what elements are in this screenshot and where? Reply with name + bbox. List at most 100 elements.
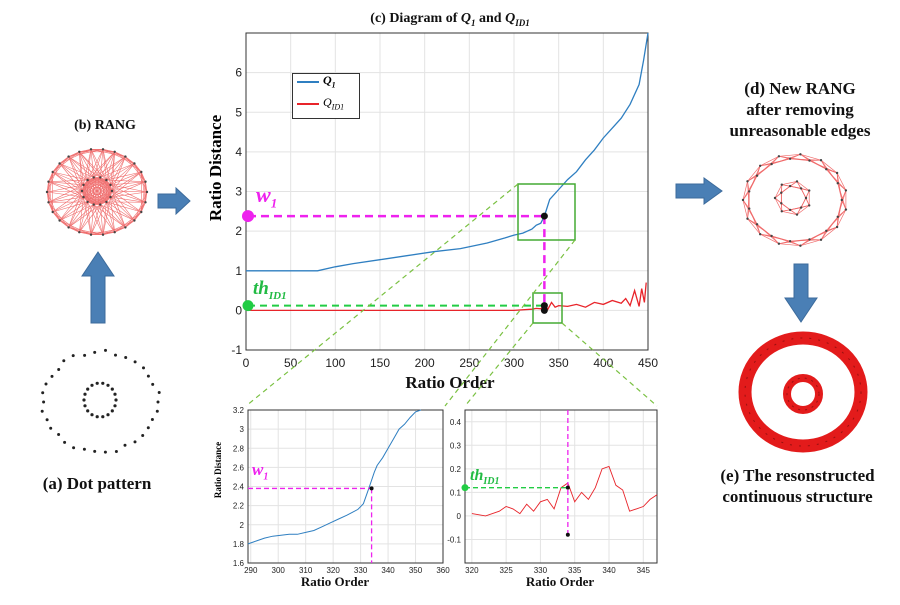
new-rang-node: [755, 223, 759, 226]
new-rang-edge: [774, 184, 783, 199]
new-rang-node: [799, 244, 802, 247]
main-chart-legend: wQ1 QID1: [292, 73, 360, 119]
rang-node: [105, 200, 108, 204]
new-rang-edge: [774, 197, 782, 204]
sub-1-marker: [369, 486, 374, 491]
rang-edge: [93, 177, 111, 186]
dot: [114, 450, 118, 453]
new-rang-edge: [820, 230, 827, 240]
sub-chart-2-xtick-3: 335: [568, 566, 582, 575]
caption-a: (a) Dot pattern: [42, 474, 152, 493]
new-rang-edge: [809, 160, 838, 174]
rang-node: [92, 176, 95, 179]
main-chart-xlabel: Ratio Order: [405, 373, 495, 392]
caption-e-line1: (e) The resonstructed: [720, 466, 875, 485]
dot: [40, 409, 44, 413]
new-rang-node: [780, 183, 783, 186]
rang-edge: [59, 204, 94, 221]
new-rang-edge: [789, 153, 801, 160]
rang-edge: [110, 196, 146, 203]
main-chart-xtick-5: 250: [459, 356, 479, 370]
rang-edge: [87, 179, 111, 186]
main-chart-ytick-1: 0: [235, 303, 242, 317]
rang-edge: [68, 204, 94, 228]
rang-edge: [93, 204, 115, 233]
rang-edge: [110, 196, 126, 228]
rang-edge: [111, 163, 135, 192]
dot: [146, 374, 150, 378]
rang-node: [133, 162, 136, 165]
rang-edge: [48, 181, 83, 192]
rang-node: [133, 219, 136, 222]
new-rang-node: [746, 180, 749, 183]
rang-edge: [81, 179, 88, 192]
rang-edge: [79, 197, 84, 233]
new-rang-edge: [800, 239, 822, 247]
sub-2-marker-1: [565, 532, 570, 537]
caption-d-line1: (d) New RANG: [744, 79, 856, 98]
arrow-right-icon: [157, 186, 191, 216]
rang-edge: [93, 156, 126, 178]
dot: [57, 368, 61, 371]
rang-edge: [83, 177, 94, 198]
dot: [106, 383, 110, 387]
rang-edge: [87, 149, 92, 181]
sub-chart-1-series-q1: [247, 409, 422, 545]
rang-edge: [110, 184, 148, 193]
rang-node: [109, 183, 112, 187]
new-rang-edge: [820, 159, 838, 174]
sub-chart-2-xlabel: Ratio Order: [525, 574, 595, 589]
rang-node: [78, 231, 81, 234]
rang-edge: [106, 151, 115, 181]
new-rang-node: [835, 225, 839, 229]
sub-chart-1-frame: [247, 409, 444, 564]
th-label: thID1: [253, 278, 287, 302]
dot: [41, 391, 45, 395]
new-rang-node: [773, 196, 777, 200]
new-rang-node: [840, 198, 843, 202]
main-chart-xtick-7: 350: [549, 356, 569, 370]
sub-chart-1-ytick-7: 3: [240, 425, 245, 434]
sub-chart-1-ytick-4: 2.4: [233, 483, 245, 492]
rang-edge: [106, 156, 126, 181]
new-rang-edge: [800, 230, 827, 247]
rang-edge: [114, 151, 142, 173]
caption-e-line2: continuous structure: [722, 487, 873, 506]
caption-c-prefix: (c) Diagram of: [370, 11, 461, 26]
rang-edge: [52, 171, 83, 192]
rang-node: [144, 180, 147, 183]
dot: [133, 360, 137, 364]
rang-node: [67, 226, 70, 229]
rang-edge: [87, 184, 111, 203]
dot: [114, 398, 118, 402]
dot: [113, 392, 117, 396]
rang-edge: [111, 190, 126, 228]
rang-edge: [68, 204, 101, 228]
new-rang-edge: [800, 153, 822, 161]
main-chart-xtick-8: 400: [593, 356, 613, 370]
new-rang-node: [770, 162, 773, 166]
rang-graph-image: [45, 148, 149, 236]
rang-edge: [93, 184, 111, 205]
rang-node: [124, 226, 127, 229]
sub-chart-1-xtick-6: 350: [409, 566, 423, 575]
new-rang-edge: [748, 165, 761, 192]
sub-chart-2-xtick-2: 330: [534, 566, 548, 575]
dot: [157, 391, 161, 394]
new-rang-edge: [747, 165, 761, 182]
rang-edge: [81, 179, 107, 192]
rang-edge: [48, 184, 84, 203]
rang-node: [82, 195, 85, 199]
main-chart-ytick-7: 6: [235, 66, 242, 80]
rang-edge: [87, 177, 94, 202]
rang-edge: [100, 180, 107, 205]
rang-edge: [106, 179, 146, 182]
sub-chart-1-xtick-5: 340: [381, 566, 395, 575]
new-rang-node: [770, 234, 773, 238]
rang-edge: [90, 204, 101, 235]
rang-edge: [110, 171, 142, 186]
caption-d: (d) New RANG after removing unreasonable…: [705, 78, 895, 141]
new-rang-edge: [820, 226, 838, 241]
dot: [90, 383, 94, 387]
dot: [83, 404, 87, 408]
